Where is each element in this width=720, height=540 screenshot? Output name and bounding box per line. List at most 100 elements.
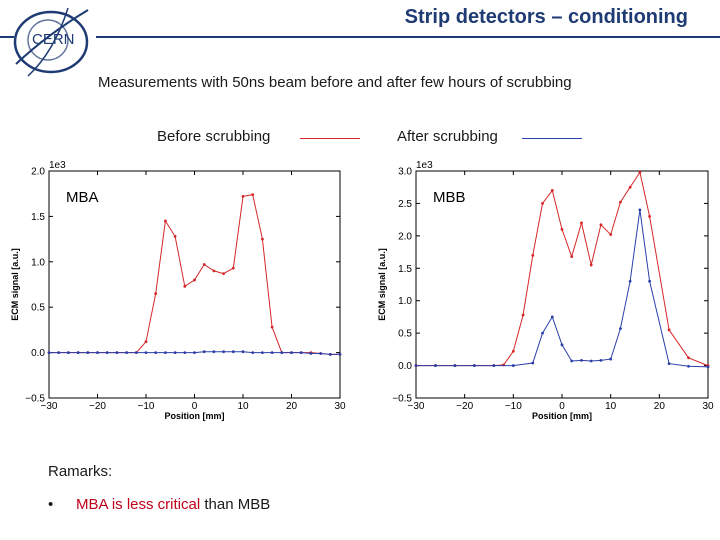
panel-label: MBA	[66, 189, 99, 206]
panel-label: MBB	[433, 189, 466, 206]
data-point	[270, 325, 274, 329]
data-point	[667, 328, 671, 332]
data-point	[241, 195, 245, 198]
data-point	[222, 350, 226, 354]
y-axis-label: ECM signal [a.u.]	[377, 248, 387, 321]
y-tick-label: 2.0	[398, 231, 412, 242]
data-point	[173, 351, 177, 354]
data-point	[619, 200, 622, 204]
data-point	[648, 279, 651, 283]
data-point	[173, 234, 177, 238]
data-point	[212, 269, 216, 273]
data-point	[648, 215, 651, 218]
data-point	[105, 351, 109, 354]
data-point	[638, 170, 642, 174]
y-tick-label: −0.5	[25, 394, 45, 405]
data-point	[202, 350, 206, 354]
y-tick-label: 1.0	[31, 257, 45, 268]
data-point	[290, 351, 293, 354]
data-point	[134, 351, 138, 354]
data-point	[222, 272, 226, 276]
data-point	[453, 364, 457, 367]
remark-bullet: •	[48, 496, 54, 513]
data-point	[414, 364, 418, 367]
data-point	[589, 263, 593, 267]
data-point	[511, 364, 515, 367]
x-tick-label: 10	[605, 401, 617, 412]
data-point	[164, 219, 167, 223]
y-tick-label: 2.5	[398, 199, 412, 210]
data-point	[251, 193, 255, 197]
data-point	[328, 353, 332, 356]
x-tick-label: −10	[505, 401, 522, 412]
data-point	[541, 202, 544, 205]
data-point	[599, 223, 603, 227]
data-point	[76, 351, 80, 354]
data-point	[580, 221, 583, 225]
data-point	[183, 284, 187, 288]
y-tick-label: 2.0	[31, 167, 45, 178]
y-tick-label: 1.5	[31, 212, 45, 223]
x-tick-label: 20	[286, 401, 298, 412]
data-point	[144, 351, 148, 354]
legend-after-line	[522, 138, 582, 139]
data-point	[628, 279, 632, 283]
y-axis-label: ECM signal [a.u.]	[10, 248, 20, 321]
slide-subtitle: Measurements with 50ns beam before and a…	[98, 74, 572, 91]
data-point	[154, 351, 158, 354]
data-point	[251, 351, 255, 354]
data-point	[193, 351, 196, 354]
y-tick-label: 1.5	[398, 264, 412, 275]
legend-before-line	[300, 138, 360, 139]
data-point	[86, 351, 90, 354]
x-axis-label: Position [mm]	[165, 411, 225, 421]
data-point	[706, 365, 710, 369]
data-point	[589, 359, 593, 363]
data-point	[154, 292, 158, 295]
slide-title: Strip detectors – conditioning	[404, 6, 688, 28]
data-point	[560, 227, 564, 231]
x-tick-label: 30	[334, 401, 346, 412]
data-point	[183, 351, 187, 354]
data-point	[125, 351, 128, 354]
data-point	[261, 351, 264, 354]
x-tick-label: −30	[41, 401, 58, 412]
data-point	[96, 351, 99, 354]
data-point	[570, 255, 574, 259]
data-point	[241, 350, 245, 354]
data-point	[619, 327, 622, 331]
y-multiplier: 1e3	[416, 160, 433, 171]
title-rule-left	[0, 36, 14, 38]
data-point	[319, 352, 322, 355]
data-point	[270, 351, 274, 354]
data-point	[492, 364, 496, 367]
remark-item: • MBA is less critical than MBB	[48, 496, 270, 513]
x-tick-label: −10	[138, 401, 155, 412]
x-tick-label: 10	[237, 401, 249, 412]
data-point	[47, 351, 51, 354]
remark-emphasis: MBA is less critical	[76, 496, 201, 513]
x-tick-label: −20	[89, 401, 106, 412]
series-line	[416, 209, 709, 368]
remark-rest: than MBB	[200, 496, 271, 513]
remarks-title: Ramarks:	[48, 463, 113, 480]
data-point	[280, 351, 284, 354]
data-point	[67, 351, 70, 354]
x-tick-label: 20	[654, 401, 666, 412]
data-point	[231, 350, 235, 354]
data-point	[202, 263, 206, 266]
title-rule	[96, 36, 720, 38]
data-point	[193, 278, 196, 282]
data-point	[628, 185, 632, 189]
x-tick-label: 0	[559, 401, 565, 412]
data-point	[541, 331, 544, 335]
cern-logo: CERN	[13, 7, 89, 77]
legend-before-label: Before scrubbing	[157, 128, 271, 145]
data-point	[687, 356, 690, 360]
legend-after-label: After scrubbing	[397, 128, 498, 145]
data-point	[531, 253, 535, 257]
data-point	[164, 351, 167, 354]
y-tick-label: 0.5	[398, 329, 412, 340]
